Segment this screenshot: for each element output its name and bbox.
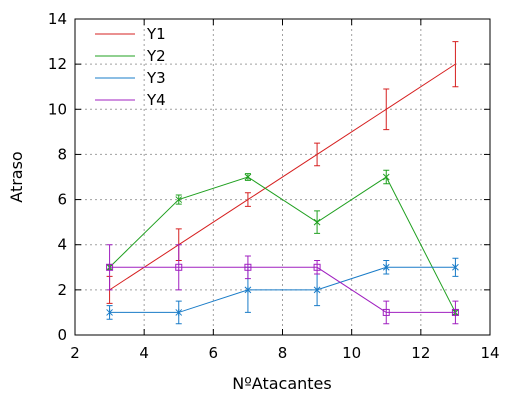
y-tick-label: 14: [48, 10, 67, 28]
point-marker-x: [244, 173, 252, 181]
point-marker-star: [106, 308, 113, 316]
error-bar: [175, 244, 182, 291]
x-tick-label: 8: [278, 344, 288, 362]
y-tick-label: 4: [57, 236, 67, 254]
point-marker-star: [313, 286, 321, 294]
series-line-y4: [109, 266, 456, 313]
y-tick-label: 2: [57, 281, 67, 299]
x-tick-label: 6: [209, 344, 219, 362]
point-marker-star: [382, 263, 390, 271]
series-layer: [106, 41, 459, 325]
error-bar: [314, 260, 321, 275]
y-axis-title: Atraso: [7, 151, 26, 202]
legend-label: Y2: [146, 47, 166, 65]
series-line-y1: [109, 63, 456, 291]
series-y4: [106, 244, 459, 325]
error-bar: [452, 41, 459, 88]
point-marker-square: [244, 263, 252, 271]
x-tick-label: 4: [139, 344, 149, 362]
legend-item-y1: Y1: [95, 25, 166, 43]
point-marker-square: [451, 308, 459, 316]
series-line-y3: [109, 266, 456, 313]
error-bar: [452, 300, 459, 325]
error-bar: [383, 88, 390, 131]
error-bar: [106, 244, 113, 291]
point-marker-square: [313, 263, 321, 271]
y-tick-label: 6: [57, 191, 67, 209]
y-tick-label: 12: [48, 55, 67, 73]
legend-label: Y1: [146, 25, 166, 43]
legend: Y1 Y2 Y3 Y4: [95, 25, 166, 109]
legend-label: Y4: [146, 91, 166, 109]
legend-item-y4: Y4: [95, 91, 166, 109]
y-tick-label: 10: [48, 100, 67, 118]
error-bar: [244, 192, 251, 207]
x-tick-label: 2: [70, 344, 80, 362]
error-bar: [314, 142, 321, 167]
point-marker-star: [452, 263, 459, 271]
point-marker-x: [382, 173, 390, 181]
series-line-y2: [109, 176, 456, 313]
x-tick-label: 14: [480, 344, 499, 362]
x-axis-title: NºAtacantes: [232, 374, 331, 393]
y-tick-label: 0: [57, 326, 67, 344]
error-bar: [244, 255, 251, 280]
series-y2: [106, 169, 459, 316]
x-tick-label: 10: [342, 344, 361, 362]
point-marker-x: [313, 218, 321, 226]
legend-item-y2: Y2: [95, 47, 166, 65]
error-bar: [383, 300, 390, 325]
point-marker-square: [106, 263, 114, 271]
y-tick-label: 8: [57, 145, 67, 163]
legend-item-y3: Y3: [95, 69, 166, 87]
x-tick-label: 12: [411, 344, 430, 362]
point-marker-star: [244, 286, 252, 294]
point-marker-star: [175, 308, 183, 316]
point-marker-square: [382, 308, 390, 316]
legend-label: Y3: [146, 69, 166, 87]
point-marker-x: [175, 196, 183, 203]
point-marker-square: [175, 263, 183, 271]
